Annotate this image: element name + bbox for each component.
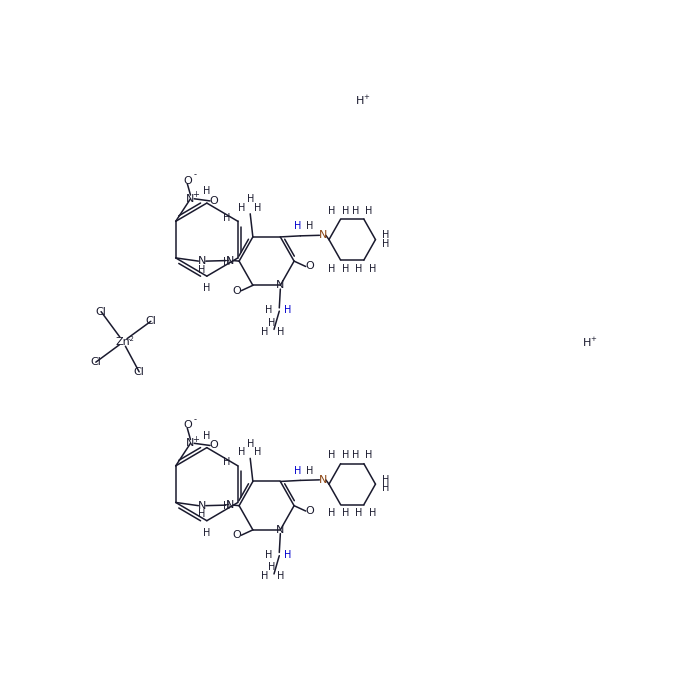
Text: H: H (203, 431, 211, 441)
Text: H: H (383, 230, 389, 240)
Text: O: O (233, 530, 241, 540)
Text: H: H (352, 205, 359, 216)
Text: H: H (246, 194, 254, 205)
Text: H: H (222, 213, 230, 223)
Text: N: N (276, 525, 284, 535)
Text: O: O (183, 420, 192, 430)
Text: N: N (186, 438, 194, 448)
Text: H: H (293, 221, 301, 231)
Text: H: H (277, 327, 284, 336)
Text: -: - (193, 415, 196, 424)
Text: O: O (233, 285, 241, 296)
Text: O: O (183, 175, 192, 186)
Text: N: N (318, 230, 327, 240)
Text: H: H (203, 528, 211, 537)
Text: H: H (383, 484, 389, 493)
Text: H: H (356, 96, 364, 106)
Text: O: O (209, 196, 218, 206)
Text: H: H (369, 508, 376, 518)
Text: +: + (192, 190, 199, 199)
Text: -: - (193, 170, 196, 179)
Text: O: O (209, 440, 218, 450)
Text: H: H (355, 264, 362, 274)
Text: H: H (222, 457, 230, 467)
Text: +: + (591, 336, 597, 341)
Text: H: H (355, 508, 362, 518)
Text: H: H (261, 571, 268, 581)
Text: H: H (329, 450, 336, 460)
Text: O: O (306, 262, 314, 272)
Text: N: N (318, 475, 327, 485)
Text: H: H (366, 450, 373, 460)
Text: Cl: Cl (95, 306, 106, 317)
Text: H: H (261, 327, 268, 336)
Text: H: H (383, 239, 389, 249)
Text: H: H (265, 549, 272, 560)
Text: H: H (329, 264, 336, 274)
Text: H: H (222, 257, 230, 267)
Text: H: H (366, 205, 373, 216)
Text: H: H (352, 450, 359, 460)
Text: H: H (203, 186, 211, 196)
Text: H: H (238, 203, 246, 213)
Text: H: H (203, 283, 211, 293)
Text: O: O (306, 506, 314, 516)
Text: N: N (186, 194, 194, 204)
Text: N: N (226, 500, 234, 510)
Text: +: + (192, 435, 199, 443)
Text: H: H (306, 221, 314, 231)
Text: H: H (383, 475, 389, 485)
Text: Cl: Cl (91, 357, 101, 367)
Text: H: H (277, 571, 284, 581)
Text: H: H (306, 466, 314, 476)
Text: Cl: Cl (134, 367, 145, 377)
Text: H: H (342, 264, 350, 274)
Text: N: N (198, 256, 207, 266)
Text: H: H (284, 549, 291, 560)
Text: +: + (364, 94, 370, 100)
Text: H: H (342, 450, 350, 460)
Text: H: H (268, 563, 276, 572)
Text: H: H (198, 265, 206, 275)
Text: H: H (238, 447, 246, 457)
Text: H: H (342, 205, 350, 216)
Text: H: H (246, 439, 254, 449)
Text: N: N (226, 255, 234, 265)
Text: H: H (254, 447, 261, 457)
Text: -2: -2 (128, 336, 134, 341)
Text: Zn: Zn (116, 336, 131, 347)
Text: N: N (198, 500, 207, 511)
Text: H: H (293, 466, 301, 476)
Text: H: H (268, 318, 276, 328)
Text: H: H (254, 203, 261, 213)
Text: H: H (369, 264, 376, 274)
Text: N: N (276, 281, 284, 290)
Text: H: H (329, 205, 336, 216)
Text: H: H (284, 305, 291, 315)
Text: H: H (583, 338, 591, 348)
Text: H: H (222, 501, 230, 511)
Text: H: H (329, 508, 336, 518)
Text: H: H (342, 508, 350, 518)
Text: Cl: Cl (145, 316, 156, 327)
Text: H: H (265, 305, 272, 315)
Text: H: H (198, 510, 206, 519)
